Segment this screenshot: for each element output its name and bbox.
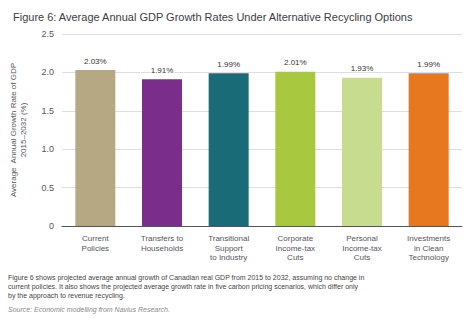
svg-text:Source: Economic modelling fro: Source: Economic modelling from Navius R… <box>8 306 170 314</box>
svg-text:Average Annual Growth Rate of: Average Annual Growth Rate of GDP <box>9 63 18 197</box>
svg-text:Personal: Personal <box>346 234 378 243</box>
svg-text:Corporate: Corporate <box>278 234 314 243</box>
svg-text:2.0: 2.0 <box>41 67 54 77</box>
svg-text:Figure 6: Average Annual GDP G: Figure 6: Average Annual GDP Growth Rate… <box>13 11 413 23</box>
svg-text:2.03%: 2.03% <box>84 57 107 66</box>
svg-text:2.01%: 2.01% <box>284 58 307 67</box>
svg-text:to Industry: to Industry <box>210 253 247 262</box>
svg-text:in Clean: in Clean <box>414 244 443 253</box>
svg-text:Figure 6 shows projected avera: Figure 6 shows projected average annual … <box>8 274 364 282</box>
svg-text:Transitional: Transitional <box>208 234 249 243</box>
svg-text:1.99%: 1.99% <box>217 60 240 69</box>
svg-text:Households: Households <box>141 244 183 253</box>
svg-text:Transfers to: Transfers to <box>141 234 184 243</box>
svg-text:Investments: Investments <box>407 234 450 243</box>
svg-text:0.5: 0.5 <box>41 183 54 193</box>
svg-text:1.93%: 1.93% <box>351 64 374 73</box>
svg-text:Technology: Technology <box>408 253 448 262</box>
svg-text:1.99%: 1.99% <box>417 60 440 69</box>
svg-text:Current: Current <box>82 234 109 243</box>
svg-text:2015–2032 (%): 2015–2032 (%) <box>19 102 28 157</box>
svg-text:Income-tax: Income-tax <box>342 244 382 253</box>
svg-text:0: 0 <box>49 221 54 231</box>
svg-text:Policies: Policies <box>82 244 110 253</box>
svg-text:Cuts: Cuts <box>354 253 370 262</box>
svg-text:Income-tax: Income-tax <box>276 244 316 253</box>
svg-text:1.91%: 1.91% <box>151 66 174 75</box>
svg-text:current policies. It also show: current policies. It also shows the proj… <box>8 283 359 291</box>
svg-text:Support: Support <box>215 244 244 253</box>
svg-text:Cuts: Cuts <box>287 253 303 262</box>
svg-text:1.5: 1.5 <box>41 106 54 116</box>
svg-text:1.0: 1.0 <box>41 144 54 154</box>
svg-text:by the approach to revenue rec: by the approach to revenue recycling. <box>8 292 125 300</box>
svg-text:2.5: 2.5 <box>41 29 54 39</box>
